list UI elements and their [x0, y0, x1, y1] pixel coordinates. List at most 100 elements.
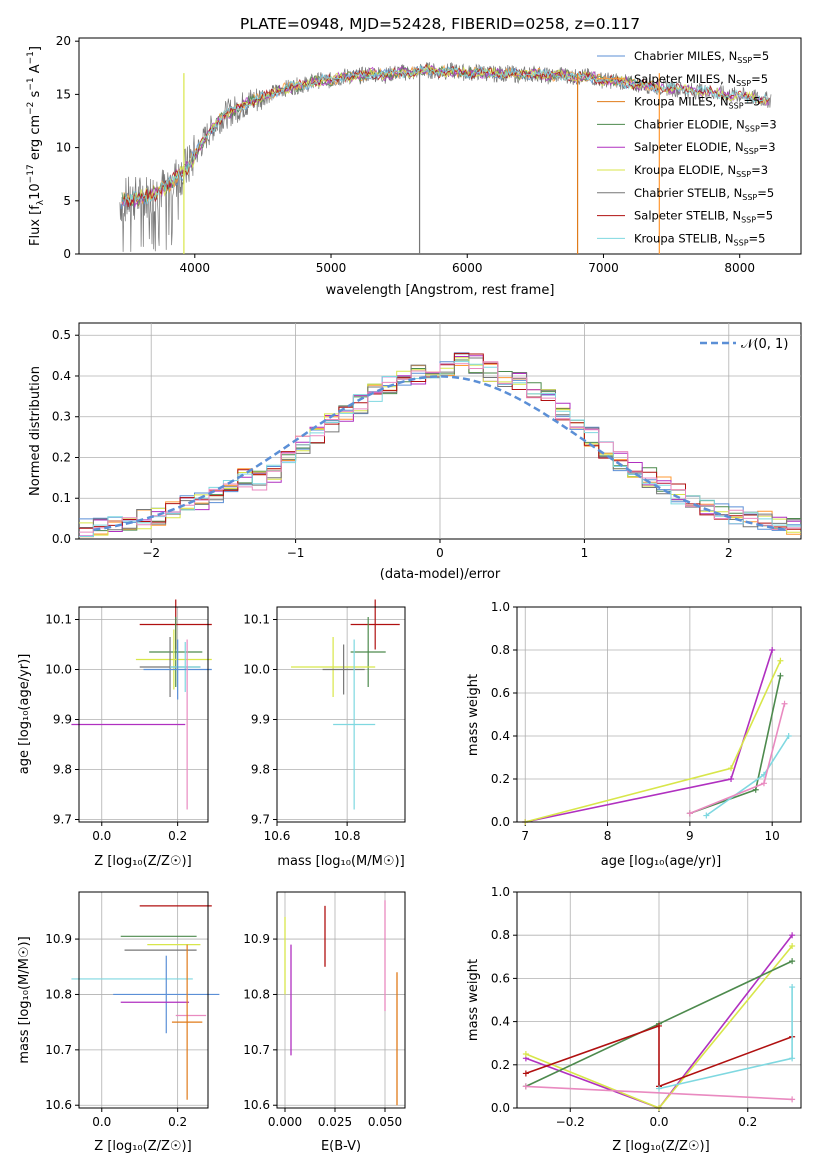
- tick-label: 0.2: [491, 772, 510, 786]
- tick-label: 10.8: [45, 987, 72, 1001]
- tick-label: 10.8: [334, 829, 361, 843]
- tick-label: 10: [56, 141, 71, 155]
- weight-age-point: [686, 810, 693, 817]
- tick-label: −2: [142, 546, 160, 560]
- weight-age-point: [785, 733, 792, 739]
- weight-vs-age-panel: 7 8 9 10 0.0 0.2 0.4 0.6 0.8 1.0: [491, 600, 802, 843]
- weight-z-point: [656, 1085, 662, 1092]
- tick-label: 5: [63, 194, 71, 208]
- weight-age-point: [752, 786, 759, 793]
- spectrum-lines: [119, 61, 772, 254]
- weight-age-point: [760, 780, 767, 787]
- tick-label: 6000: [452, 261, 483, 275]
- weight-z-point: [789, 984, 796, 991]
- weight-z-point: [656, 1022, 662, 1029]
- tick-label: 9.9: [251, 713, 270, 727]
- normal-legend-label: 𝒩(0, 1): [741, 337, 788, 352]
- legend-label: Kroupa STELIB, NSSP=5: [634, 231, 765, 247]
- panel-frame: [78, 606, 209, 823]
- weight-age-point: [769, 647, 776, 653]
- panel-bg: [517, 607, 801, 822]
- panel-frame: [276, 606, 406, 823]
- tick-label: 0.2: [168, 829, 187, 843]
- residual-hists: [79, 352, 801, 538]
- tick-label: 10.6: [264, 829, 291, 843]
- legend-label: Salpeter MILES, NSSP=5: [634, 72, 768, 88]
- tick-label: 15: [56, 87, 71, 101]
- age-z-xlabel: Z [log₁₀(Z/Z☉)]: [94, 854, 191, 869]
- weight-z-point: [522, 1051, 529, 1057]
- tick-label: 0: [436, 546, 444, 560]
- tick-label: 0.8: [491, 643, 510, 657]
- age-z-ylabel: age [log₁₀(age/yr)]: [17, 654, 32, 775]
- spectrum-legend: Chabrier MILES, NSSP=5 Salpeter MILES, NS…: [597, 49, 777, 247]
- tick-label: 0.4: [491, 1015, 510, 1029]
- tick-label: 10.7: [45, 1043, 72, 1057]
- tick-label: 10.0: [243, 663, 270, 677]
- tick-label: 1.0: [491, 885, 510, 899]
- tick-label: 0.2: [52, 450, 71, 464]
- tick-label: 4000: [180, 261, 211, 275]
- tick-label: 7: [521, 829, 529, 843]
- tick-label: 10.9: [45, 932, 72, 946]
- tick-label: 9: [686, 829, 694, 843]
- tick-label: 0.0: [52, 532, 71, 546]
- weight-age-point: [777, 657, 784, 664]
- weight-age-point: [728, 776, 735, 782]
- mass-ebv-xlabel: E(B-V): [321, 1139, 361, 1154]
- tick-label: 1.0: [491, 600, 510, 614]
- legend-label: Chabrier MILES, NSSP=5: [634, 49, 769, 65]
- tick-label: 0.0: [491, 815, 510, 829]
- tick-label: 9.8: [251, 763, 270, 777]
- mass-z-ylabel: mass [log₁₀(M/M☉)]: [17, 936, 32, 1063]
- tick-label: 0: [63, 247, 71, 261]
- legend-label: Salpeter STELIB, NSSP=5: [634, 209, 773, 225]
- tick-label: 10.1: [45, 613, 72, 627]
- spectrum-model-line: [120, 65, 658, 209]
- weight-age-xlabel: age [log₁₀(age/yr)]: [601, 854, 722, 869]
- tick-label: 9.7: [53, 813, 72, 827]
- tick-label: 10.7: [243, 1043, 270, 1057]
- weight-z-point: [522, 1070, 529, 1077]
- tick-label: 20: [56, 34, 71, 48]
- weight-z-point: [789, 958, 796, 965]
- panel-bg: [79, 892, 208, 1108]
- weight-z-point: [789, 1096, 796, 1103]
- tick-label: 9.9: [53, 713, 72, 727]
- tick-label: 10.6: [45, 1098, 72, 1112]
- weight-age-point: [728, 765, 735, 772]
- weight-z-xlabel: Z [log₁₀(Z/Z☉)]: [612, 1139, 709, 1154]
- tick-label: 0.4: [52, 369, 71, 383]
- panel-frame: [516, 606, 802, 823]
- weight-z-line: [525, 1085, 793, 1101]
- tick-label: 10.1: [243, 613, 270, 627]
- weight-age-ylabel: mass weight: [466, 674, 481, 756]
- legend-label: Chabrier STELIB, NSSP=5: [634, 186, 774, 202]
- tick-label: 10.9: [243, 932, 270, 946]
- tick-label: 1: [581, 546, 589, 560]
- tick-label: 5000: [316, 261, 347, 275]
- tick-label: 0.5: [52, 328, 71, 342]
- weight-z-ylabel: mass weight: [466, 959, 481, 1041]
- residual-ylabel: Normed distribution: [28, 366, 43, 496]
- tick-label: 10.0: [45, 663, 72, 677]
- panel-bg: [79, 607, 208, 822]
- panel-bg: [277, 892, 405, 1108]
- tick-label: 0.6: [491, 971, 510, 985]
- spectrum-ticks: 4000 5000 6000 7000 8000 0 5 10 15 20: [56, 34, 755, 275]
- tick-label: 0.050: [368, 1115, 402, 1129]
- panel-frame: [276, 891, 406, 1109]
- panel-frame: [516, 891, 802, 1109]
- legend-label: Kroupa ELODIE, NSSP=3: [634, 163, 768, 179]
- tick-label: 0.6: [491, 686, 510, 700]
- tick-label: −0.2: [556, 1115, 585, 1129]
- tick-label: 0.2: [491, 1058, 510, 1072]
- residual-hist: [79, 361, 801, 533]
- spectrum-ylabel: Flux [fλ10−17 erg cm−2 s−1 A−1]: [26, 46, 46, 246]
- weight-z-point: [789, 943, 796, 949]
- tick-label: 9.7: [251, 813, 270, 827]
- tick-label: 7000: [588, 261, 619, 275]
- residual-xlabel: (data-model)/error: [380, 567, 501, 582]
- tick-label: 0.0: [491, 1101, 510, 1115]
